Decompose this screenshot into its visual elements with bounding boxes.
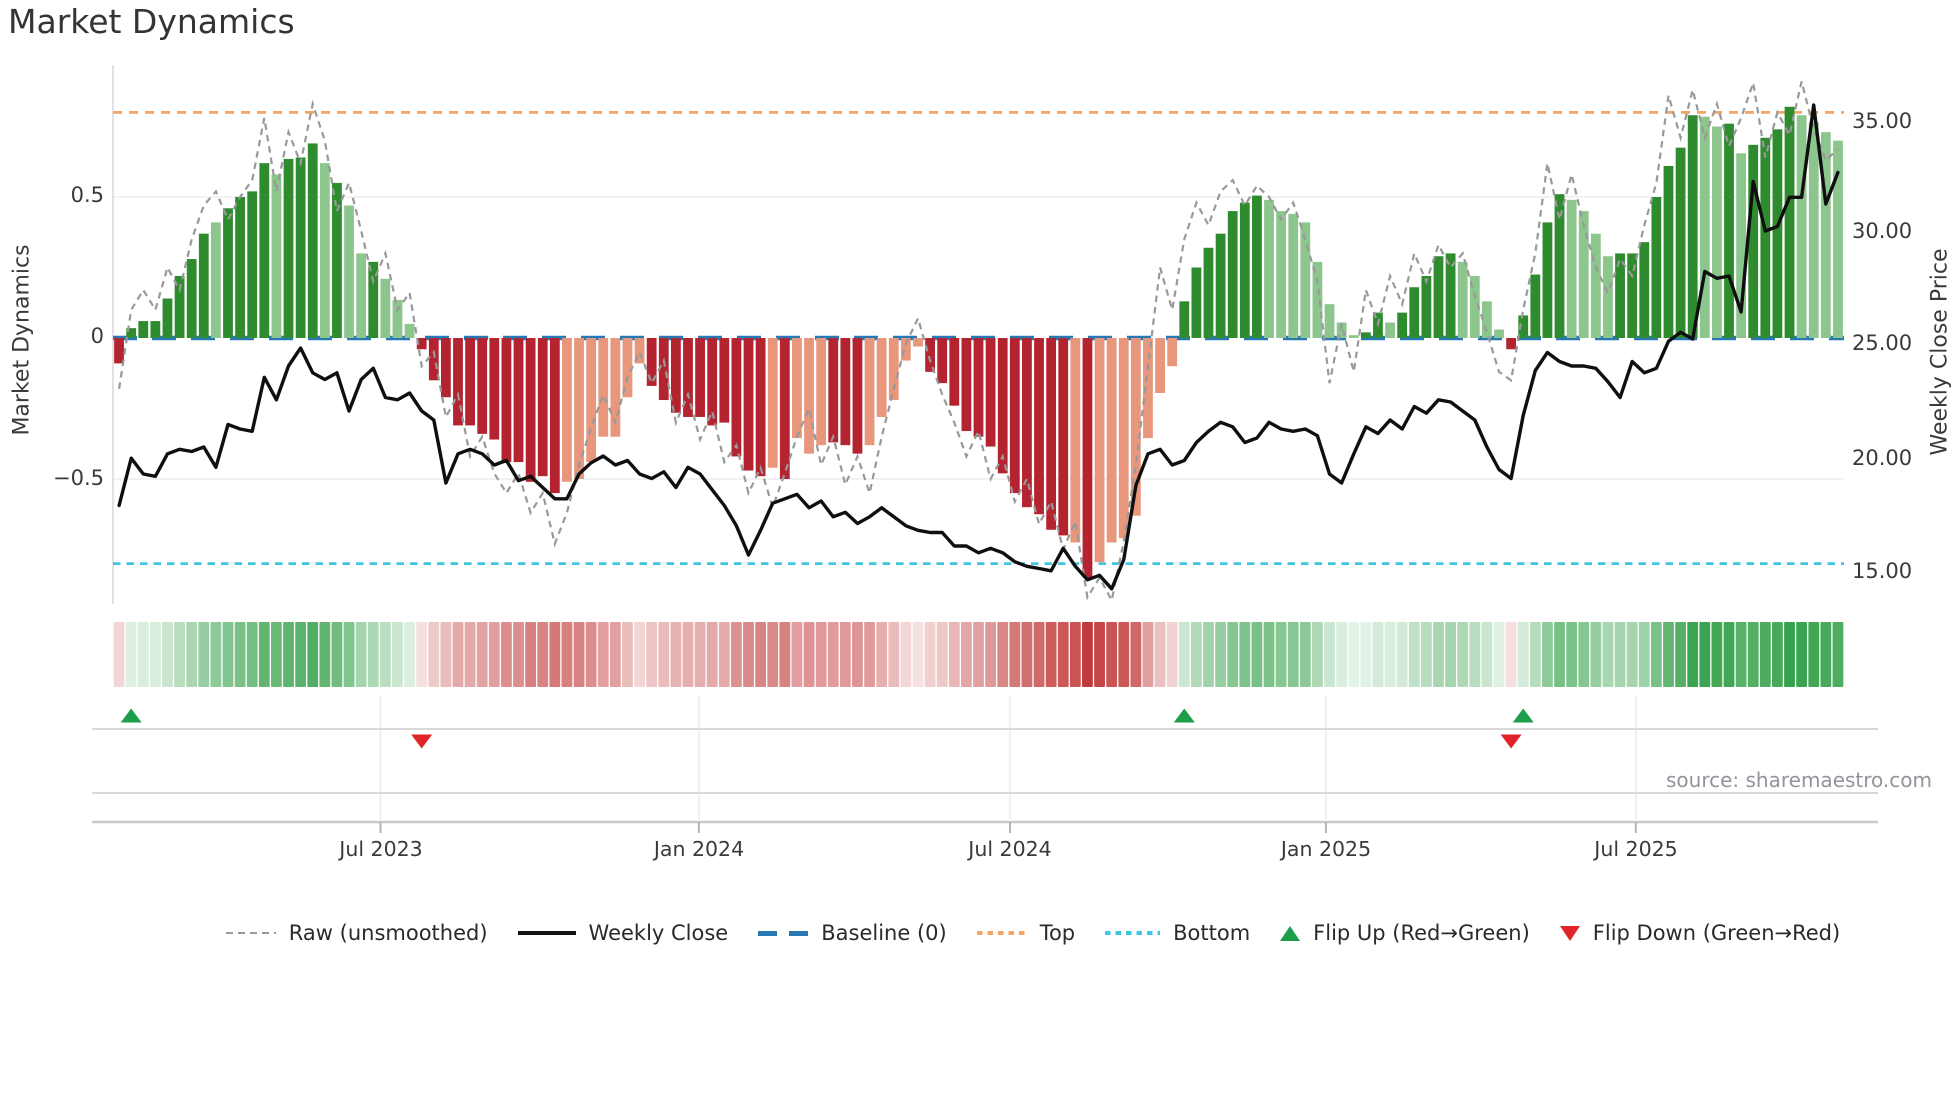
oscillator-bars (114, 106, 1843, 578)
x-tick-jan2025: Jan 2025 (1280, 837, 1372, 861)
x-axis (92, 820, 1878, 833)
legend-label: Bottom (1173, 921, 1251, 945)
baseline-swatch-icon (758, 930, 809, 936)
legend-item-weekly-close: Weekly Close (517, 921, 729, 945)
right-tick-25: 25.00 (1852, 331, 1913, 355)
x-tick-jul2023: Jul 2023 (339, 837, 423, 861)
weekly-close-line-swatch-icon (517, 931, 576, 935)
source-attribution: source: sharemaestro.com (1666, 768, 1932, 792)
chart-legend: Raw (unsmoothed) Weekly Close Baseline (… (0, 921, 1960, 945)
legend-label: Raw (unsmoothed) (288, 921, 488, 945)
flip-up-marker (1173, 708, 1195, 723)
flip-down-triangle-icon (1559, 925, 1580, 941)
weekly-close-line (117, 103, 1840, 591)
flip-up-marker (120, 708, 142, 723)
left-tick-m0p5: −0.5 (53, 466, 104, 490)
page-title: Market Dynamics (8, 2, 295, 41)
flip-down-marker (1500, 734, 1522, 749)
left-tick-0: 0 (90, 324, 104, 348)
legend-item-top: Top (976, 921, 1076, 945)
flip-marker-band (92, 695, 1878, 820)
heatmap-strip (113, 622, 1844, 687)
legend-label: Top (1039, 921, 1076, 945)
legend-label: Weekly Close (588, 921, 729, 945)
raw-line (118, 81, 1839, 604)
legend-label: Flip Down (Green→Red) (1592, 921, 1841, 945)
right-tick-30: 30.00 (1852, 219, 1913, 243)
left-tick-0p5: 0.5 (70, 183, 104, 207)
legend-item-raw: Raw (unsmoothed) (225, 921, 488, 945)
flip-down-marker (411, 734, 433, 749)
flip-up-triangle-icon (1280, 925, 1301, 941)
x-tick-jul2025: Jul 2025 (1594, 837, 1678, 861)
flip-up-marker (1512, 708, 1534, 723)
bottom-line-swatch-icon (1105, 931, 1161, 935)
right-axis-title: Weekly Close Price (1927, 248, 1953, 456)
x-tick-jan2024: Jan 2024 (653, 837, 745, 861)
legend-item-baseline: Baseline (0) (758, 921, 947, 945)
right-tick-15: 15.00 (1852, 559, 1913, 583)
legend-label: Flip Up (Red→Green) (1313, 921, 1530, 945)
right-tick-20: 20.00 (1852, 446, 1913, 470)
right-tick-35: 35.00 (1852, 109, 1913, 133)
legend-item-flip-up: Flip Up (Red→Green) (1280, 921, 1530, 945)
raw-line-swatch-icon (225, 931, 276, 935)
x-tick-jul2024: Jul 2024 (968, 837, 1052, 861)
top-line-swatch-icon (976, 931, 1027, 935)
legend-item-bottom: Bottom (1105, 921, 1250, 945)
legend-label: Baseline (0) (821, 921, 947, 945)
legend-item-flip-down: Flip Down (Green→Red) (1559, 921, 1841, 945)
